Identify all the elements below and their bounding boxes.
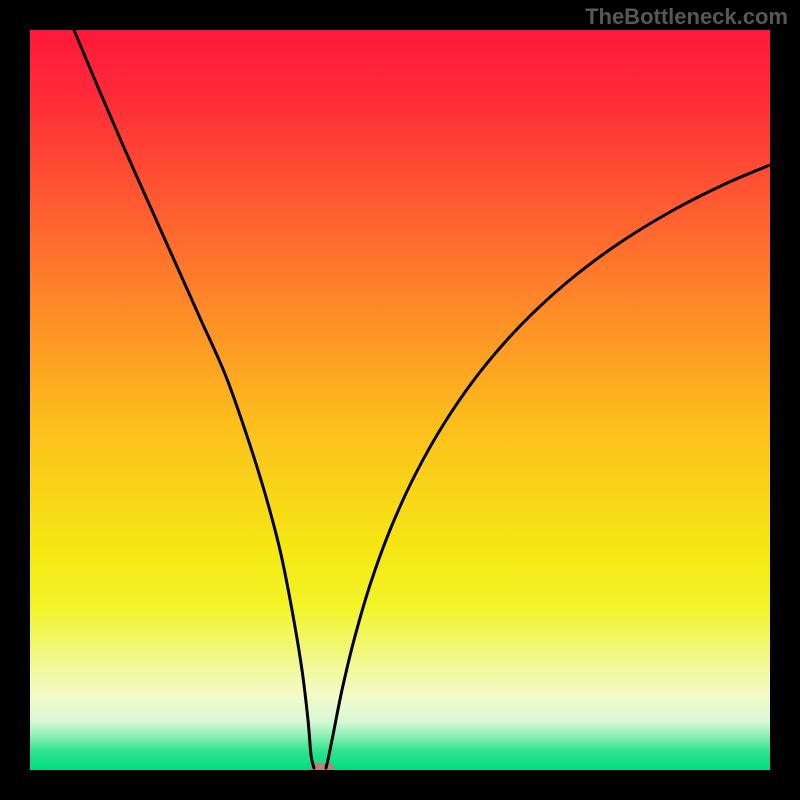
bottleneck-curve-chart: [0, 0, 800, 800]
watermark-text: TheBottleneck.com: [585, 4, 788, 30]
plot-area: [30, 30, 770, 770]
chart-container: TheBottleneck.com: [0, 0, 800, 800]
